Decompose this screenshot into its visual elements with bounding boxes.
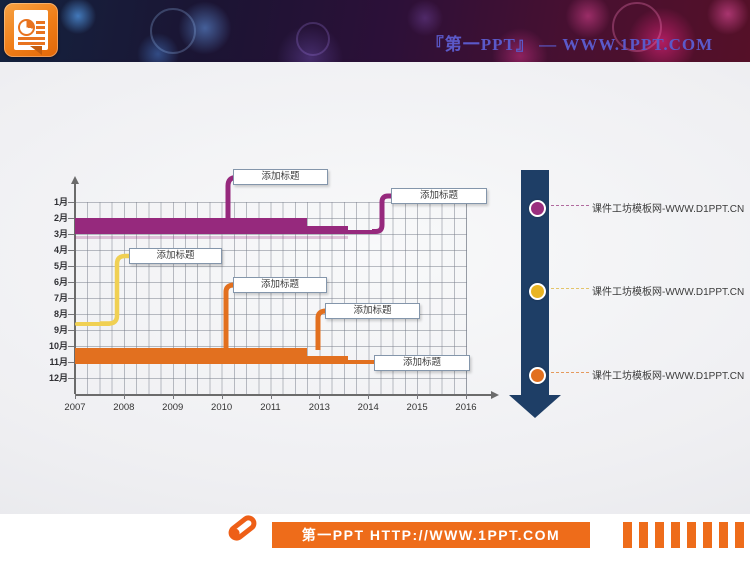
callout-add-title[interactable]: 添加标题 [391,188,487,204]
y-tick-label: 7月 [53,293,68,303]
y-tick-mark [68,266,74,267]
bokeh-ring [296,22,330,56]
purple-bar-thick [75,218,307,234]
timeline-dot-orange [528,366,546,384]
x-tick-mark [75,394,76,399]
x-tick-mark [172,394,174,399]
timeline-dot-purple [528,199,546,217]
footer-stripe [623,522,632,548]
y-tick-label: 6月 [53,277,68,287]
slide: 1月 2月 3月 4月 5月 6月 7月 8月 9月 10月 11月 12月 2007 2008 2009… [0,62,750,514]
pen-capsule-icon [225,512,260,544]
x-tick-label: 2008 [113,402,135,413]
pie-chart-glyph [18,19,35,36]
x-tick-label: 2015 [406,402,428,413]
site-title-link[interactable]: 『第一PPT』 — WWW.1PPT.COM [426,35,714,54]
x-tick-label: 2010 [211,402,233,413]
purple-bar-shadow [75,235,348,239]
purple-bar-medium [307,226,348,234]
orange-bar-medium [307,356,348,364]
watermark-label: 课件工坊模板网-WWW.D1PPT.CN [592,371,745,382]
purple-bar-thin [348,229,374,234]
footer-stripe [671,522,680,548]
x-tick-label: 2014 [357,402,379,413]
x-tick-mark [466,394,467,399]
powerpoint-document-icon [4,3,58,57]
y-tick-mark [68,346,74,347]
y-tick-label: 1月 [53,197,68,207]
footer-stripe [735,522,744,548]
watermark-label: 课件工坊模板网-WWW.D1PPT.CN [592,287,745,298]
bottom-banner: 第一PPT HTTP://WWW.1PPT.COM [0,512,750,563]
callout-add-title[interactable]: 添加标题 [374,355,470,371]
x-tick-label: 2007 [64,402,86,413]
x-tick-label: 2016 [455,402,477,413]
y-tick-label: 12月 [48,373,68,383]
timeline-dashed-line [551,288,589,289]
y-axis-arrow-icon [70,176,79,184]
footer-stripe [719,522,728,548]
timeline-arrow-head-icon [509,395,561,418]
y-tick-mark [68,218,74,219]
callout-add-title[interactable]: 添加标题 [325,303,420,319]
x-tick-mark [319,394,321,399]
x-tick-mark [221,394,223,399]
y-tick-mark [68,330,74,331]
y-tick-label: 9月 [53,325,68,335]
watermark-label: 课件工坊模板网-WWW.D1PPT.CN [592,204,745,215]
y-tick-label: 3月 [53,229,68,239]
callout-add-title[interactable]: 添加标题 [233,277,327,293]
document-sheet [14,10,48,50]
y-tick-label: 8月 [53,309,68,319]
y-tick-mark [68,298,74,299]
x-tick-mark [270,394,272,399]
y-tick-mark [68,378,74,379]
y-tick-label: 5月 [53,261,68,271]
orange-bar-thin [348,360,374,364]
orange-bar-thick [75,348,307,364]
x-tick-label: 2009 [162,402,184,413]
bokeh-ring [150,8,196,54]
timeline-dashed-line [551,372,589,373]
y-tick-mark [68,282,74,283]
footer-stripe [655,522,664,548]
y-axis-line [74,184,76,394]
y-tick-mark [68,250,74,251]
x-tick-mark [417,394,419,399]
y-tick-label: 4月 [53,245,68,255]
y-tick-mark [68,234,74,235]
folded-corner [30,46,42,55]
x-tick-label: 2011 [260,402,281,413]
bokeh-ring [612,2,662,52]
footer-stripe [703,522,712,548]
y-tick-mark [68,362,74,363]
x-axis-arrow-icon [491,390,499,399]
callout-add-title[interactable]: 添加标题 [233,169,328,185]
y-tick-label: 11月 [49,357,68,367]
y-tick-label: 2月 [53,213,68,223]
y-tick-mark [68,314,74,315]
x-axis-line [75,394,492,396]
x-tick-label: 2013 [308,402,330,413]
timeline-dot-yellow [528,282,546,300]
timeline-dashed-line [551,205,589,206]
footer-brand-link[interactable]: 第一PPT HTTP://WWW.1PPT.COM [272,522,590,548]
callout-add-title[interactable]: 添加标题 [129,248,222,264]
x-tick-mark [368,394,370,399]
top-banner: 『第一PPT』 — WWW.1PPT.COM [0,0,750,62]
yellow-line [75,321,111,326]
footer-stripe [639,522,648,548]
x-tick-mark [123,394,125,399]
footer-stripes [623,522,750,548]
footer-stripe [687,522,696,548]
y-tick-mark [68,202,74,203]
y-tick-label: 10月 [48,341,68,351]
